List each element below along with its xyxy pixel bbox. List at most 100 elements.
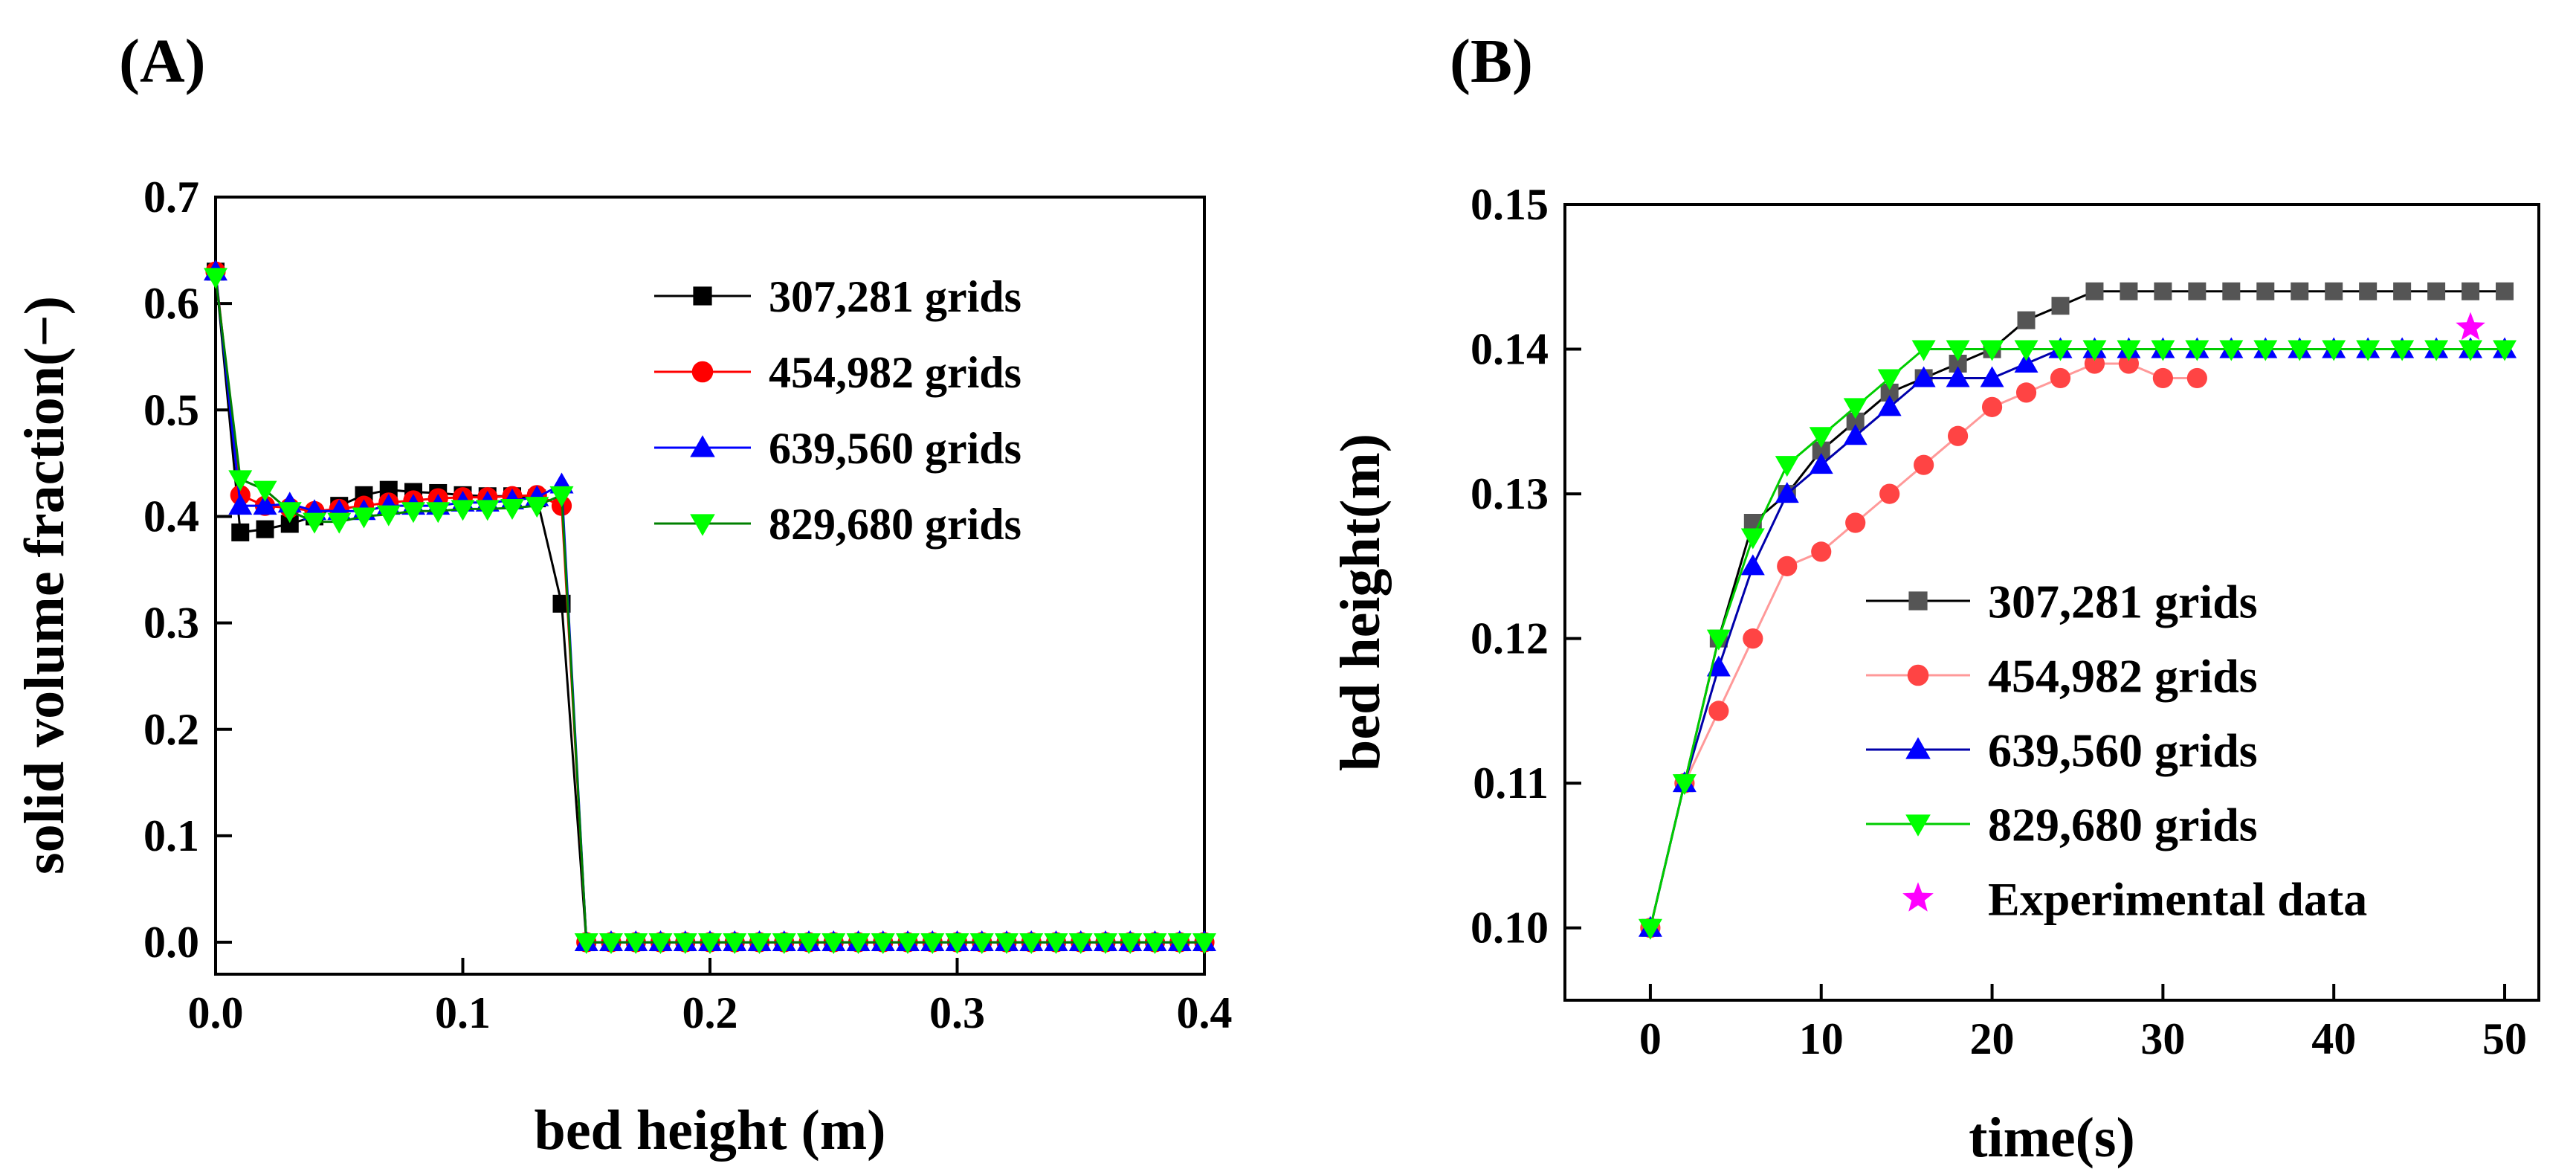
panel-a: (A) 0.0 0.1 0.2 0.3 0.4 0.00.10.20.30.40.50.… xyxy=(13,27,1233,1162)
panel-b-legend: 307,281 grids 454,982 grids 639,560 grids 8… xyxy=(1866,575,2367,925)
y-tick-label: 0.5 xyxy=(143,385,199,434)
data-point xyxy=(1706,629,1731,651)
panel-a-legend: 307,281 grids 454,982 grids 639,560 grids 8… xyxy=(654,272,1021,549)
data-point xyxy=(1914,454,1934,475)
legend-marker xyxy=(690,435,715,457)
panel-b: (B) 0 10 20 30 40 50 0.10 0.11 0.12 0.13 0.14 0.15… xyxy=(1329,27,2540,1169)
data-point xyxy=(2051,297,2070,315)
x-tick-label: 0 xyxy=(1639,1014,1662,1063)
data-point xyxy=(231,523,250,541)
legend-entry: 307,281 grids xyxy=(769,272,1021,321)
y-tick-label: 0.12 xyxy=(1471,614,1549,663)
y-tick-label: 0.10 xyxy=(1471,904,1549,953)
x-tick-label: 40 xyxy=(2311,1014,2356,1063)
data-point xyxy=(624,933,648,955)
data-point xyxy=(1094,933,1117,955)
data-point xyxy=(303,512,326,534)
data-point xyxy=(2356,340,2380,361)
data-point xyxy=(2459,340,2483,361)
data-point xyxy=(2496,282,2514,300)
panel-b-x-ticks: 0 10 20 30 40 50 xyxy=(1639,984,2527,1063)
data-point xyxy=(1809,427,1833,448)
data-point xyxy=(352,507,376,529)
data-point xyxy=(204,268,227,289)
panel-b-y-axis-label: bed height(m) xyxy=(1329,434,1392,771)
data-point xyxy=(1947,425,1969,446)
data-point xyxy=(2050,367,2071,389)
data-point xyxy=(2188,282,2207,300)
data-point xyxy=(2048,340,2073,361)
data-point xyxy=(1775,482,1799,503)
data-point xyxy=(2017,311,2036,329)
legend-marker xyxy=(1905,814,1931,837)
x-tick-label: 0.2 xyxy=(682,988,738,1037)
legend-entry: 639,560 grids xyxy=(769,424,1021,473)
data-point xyxy=(2085,282,2104,300)
legend-marker xyxy=(1907,664,1929,686)
data-point xyxy=(2084,353,2105,374)
data-point xyxy=(451,500,475,521)
data-point xyxy=(401,502,425,524)
panel-a-plot-frame xyxy=(214,196,1206,976)
data-point xyxy=(1068,933,1093,955)
data-point xyxy=(1192,933,1216,955)
legend-marker xyxy=(691,361,714,383)
panel-a-y-ticks: 0.0 0.1 0.2 0.3 0.4 0.5 0.6 0.7 xyxy=(143,173,232,967)
data-point xyxy=(1981,396,2003,417)
data-point xyxy=(549,486,574,507)
y-tick-label: 0.2 xyxy=(143,705,199,754)
legend-entry: 829,680 grids xyxy=(769,500,1021,549)
data-point xyxy=(2014,352,2038,373)
series-4 xyxy=(204,268,1216,955)
y-tick-label: 0.4 xyxy=(143,492,199,541)
panel-a-y-axis-label: solid volume fraction(−) xyxy=(13,296,76,875)
data-point xyxy=(2424,340,2449,361)
y-tick-label: 0.13 xyxy=(1471,469,1549,518)
legend-entry: Experimental data xyxy=(1988,872,2367,925)
data-point xyxy=(995,933,1019,955)
panel-a-plot-area xyxy=(204,260,1216,955)
y-tick-label: 0.0 xyxy=(143,918,199,967)
legend-entry: 454,982 grids xyxy=(769,348,1021,397)
data-point xyxy=(2288,340,2312,361)
data-point xyxy=(277,502,302,524)
x-tick-label: 20 xyxy=(1970,1014,2015,1063)
legend-entry: 829,680 grids xyxy=(1988,798,2258,851)
data-point xyxy=(2322,340,2346,361)
data-point xyxy=(648,933,673,955)
legend-marker xyxy=(1908,591,1928,611)
y-tick-label: 0.6 xyxy=(143,279,199,328)
data-point xyxy=(1143,933,1167,955)
data-point xyxy=(969,933,994,955)
data-point xyxy=(1740,554,1765,576)
data-point xyxy=(772,933,796,955)
data-point xyxy=(1638,918,1662,940)
data-point xyxy=(747,933,772,955)
series-5 xyxy=(2456,312,2485,341)
data-point xyxy=(253,494,277,515)
data-point xyxy=(896,933,920,955)
data-point xyxy=(2253,340,2278,361)
legend-marker xyxy=(693,286,712,306)
y-tick-label: 0.1 xyxy=(143,811,199,860)
data-point xyxy=(2015,382,2037,403)
legend-marker xyxy=(1902,882,1934,912)
data-point xyxy=(723,933,747,955)
data-point xyxy=(574,933,598,955)
data-point xyxy=(920,933,945,955)
data-point xyxy=(1946,340,1970,361)
data-point xyxy=(2256,282,2275,300)
y-tick-label: 0.3 xyxy=(143,599,199,648)
legend-marker xyxy=(1905,737,1931,759)
panel-a-x-axis-label: bed height (m) xyxy=(535,1099,886,1162)
panel-a-label: (A) xyxy=(119,27,206,96)
data-point xyxy=(1811,541,1832,562)
y-tick-label: 0.15 xyxy=(1471,180,1549,229)
data-point xyxy=(2390,340,2415,361)
data-point xyxy=(2154,282,2172,300)
data-point xyxy=(1740,528,1765,550)
y-tick-label: 0.14 xyxy=(1471,325,1549,374)
data-point xyxy=(2151,340,2175,361)
data-point xyxy=(2222,282,2241,300)
panel-b-plot-area xyxy=(1638,282,2517,940)
